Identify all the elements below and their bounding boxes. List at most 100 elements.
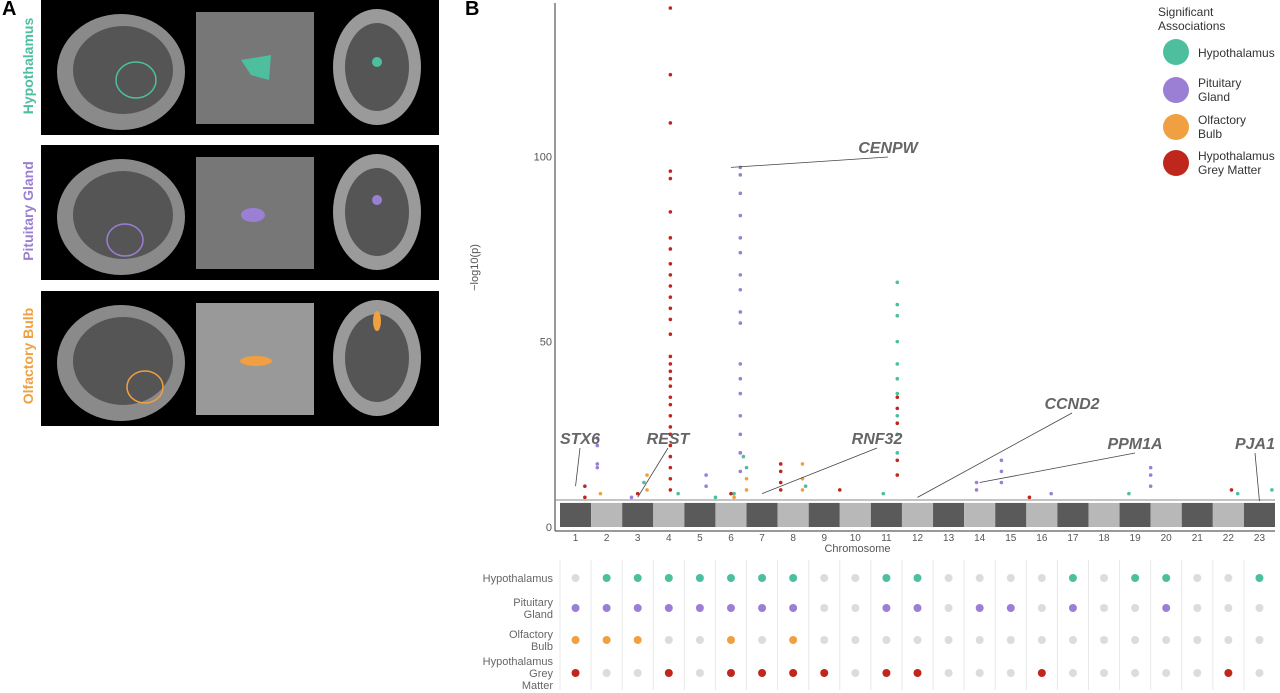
data-point	[738, 469, 743, 474]
matrix-dot	[789, 604, 798, 612]
chromosome-band	[684, 502, 716, 527]
matrix-dot	[664, 669, 673, 677]
pituitary-brain-images	[41, 145, 439, 280]
chromosome-tick-label: 7	[759, 533, 765, 544]
olfactory-brain-images	[41, 291, 439, 426]
matrix-dot	[944, 574, 953, 582]
data-point	[668, 6, 673, 10]
matrix-dot	[913, 604, 922, 612]
legend-label-hypothalamus: Hypothalamus	[1198, 46, 1275, 60]
data-point	[778, 480, 783, 485]
data-point	[645, 473, 649, 477]
legend-title-line1: Significant	[1158, 5, 1214, 19]
matrix-dot	[1131, 669, 1140, 677]
data-point	[595, 436, 600, 440]
data-point	[895, 473, 900, 477]
chromosome-band	[1119, 502, 1151, 527]
hypothalamus-brain-images	[41, 0, 439, 135]
legend-label-grey-matter-line2: Grey Matter	[1198, 163, 1262, 177]
matrix-dot	[1255, 604, 1264, 612]
matrix-dot	[758, 669, 767, 677]
olfactory-mri-illustration	[57, 300, 421, 421]
data-point	[738, 273, 743, 277]
chromosome-tick-label: 1	[573, 533, 579, 544]
matrix-dot	[789, 574, 798, 582]
data-point	[895, 280, 900, 285]
data-point	[668, 488, 673, 492]
chromosome-band	[839, 502, 871, 527]
data-point	[1229, 488, 1234, 492]
matrix-dot	[882, 604, 891, 612]
data-point	[668, 432, 673, 437]
data-point	[741, 454, 746, 459]
data-point	[668, 295, 673, 299]
data-point	[999, 480, 1004, 485]
data-point	[895, 458, 900, 463]
hypothalamus-mri-illustration	[57, 9, 421, 130]
matrix-dot	[695, 604, 704, 612]
data-point	[895, 432, 900, 437]
chromosome-tick-label: 11	[881, 533, 892, 544]
matrix-dot	[1037, 604, 1046, 612]
data-point	[668, 362, 673, 366]
matrix-dot	[726, 636, 735, 644]
chromosome-band	[653, 502, 685, 527]
chromosome-tick-label: 21	[1192, 533, 1204, 544]
matrix-dot	[882, 636, 891, 644]
matrix-dot	[913, 669, 922, 677]
data-point	[738, 191, 743, 196]
data-point	[668, 402, 673, 407]
data-point	[895, 413, 900, 418]
data-point	[744, 465, 749, 470]
data-point	[895, 362, 900, 366]
matrix-dot	[726, 669, 735, 677]
data-point	[738, 391, 743, 396]
matrix-dot	[1006, 636, 1015, 644]
data-point	[974, 488, 979, 492]
data-point	[895, 302, 900, 307]
chromosome-band	[1088, 502, 1120, 527]
data-point	[732, 491, 736, 496]
data-point	[1148, 484, 1153, 489]
legend-label-pituitary-line1: Pituitary	[1198, 76, 1242, 90]
data-point	[895, 391, 900, 396]
chromosome-band	[933, 502, 965, 527]
gene-annotation-leader	[917, 412, 1073, 498]
matrix-dot	[1006, 574, 1015, 582]
matrix-dot	[1068, 574, 1077, 582]
matrix-dot	[913, 636, 922, 644]
data-point	[668, 236, 673, 240]
data-point	[800, 488, 805, 492]
matrix-dot	[1100, 636, 1109, 644]
gene-annotation-leader	[637, 447, 669, 498]
data-point	[738, 413, 743, 418]
matrix-dot	[851, 604, 860, 612]
matrix-dot	[882, 669, 891, 677]
data-point	[1127, 491, 1131, 496]
chromosome-band	[777, 502, 809, 527]
data-point	[668, 306, 673, 311]
legend-dot-pituitary	[1163, 77, 1189, 103]
gene-annotation-label: STX6	[560, 431, 600, 448]
legend-dot-hypothalamus	[1163, 39, 1189, 65]
matrix-row-label: Gland	[524, 609, 553, 621]
chromosome-tick-label: 17	[1067, 533, 1079, 544]
gene-annotation-label: PJA1	[1235, 436, 1275, 453]
matrix-dot	[571, 669, 580, 677]
legend-label-grey-matter-line1: Hypothalamus	[1198, 149, 1275, 163]
data-point	[744, 477, 749, 481]
panel-a-letter: A	[2, 0, 17, 20]
data-point	[713, 495, 718, 500]
matrix-dot	[695, 636, 704, 644]
chromosome-tick-label: 8	[790, 533, 796, 544]
matrix-dot	[1224, 636, 1233, 644]
data-point	[732, 495, 736, 500]
data-point	[738, 287, 743, 292]
gene-annotation-leader	[979, 452, 1136, 483]
matrix-dot	[1162, 669, 1171, 677]
matrix-row-label: Olfactory	[509, 629, 554, 641]
data-point	[895, 376, 900, 381]
matrix-dot	[1037, 669, 1046, 677]
matrix-dot	[789, 669, 798, 677]
